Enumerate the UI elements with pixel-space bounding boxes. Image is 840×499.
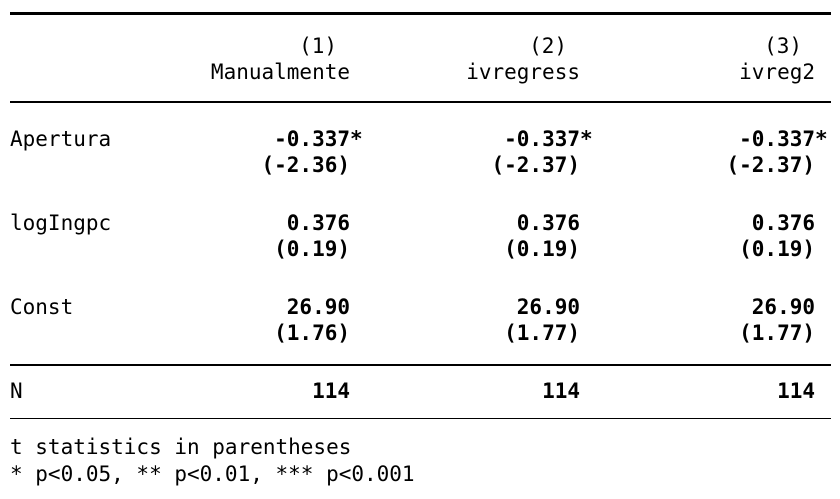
column-title: ivregress xyxy=(350,59,580,103)
coefficient-value: 0.376 xyxy=(751,211,815,235)
column-title: Manualmente xyxy=(160,59,350,103)
table-note: * p<0.05, ** p<0.01, *** p<0.001 xyxy=(10,462,415,486)
stat-label: N xyxy=(10,364,160,419)
coefficient-value: 26.90 xyxy=(516,295,580,319)
column-number: (2) xyxy=(350,12,580,59)
significance-star: * xyxy=(815,127,828,151)
variable-name: Const xyxy=(10,295,74,319)
table-row: Apertura -0.337* -0.337* -0.337* xyxy=(10,102,831,152)
header-corner xyxy=(10,12,160,59)
column-title: ivreg2 xyxy=(580,59,815,103)
table-note: t statistics in parentheses xyxy=(10,435,352,459)
coefficient-value: -0.337 xyxy=(274,127,350,151)
t-statistic: (0.19) xyxy=(504,237,580,261)
table-sheet: (1) (2) (3) Manualmente ivregress ivreg2… xyxy=(10,12,831,488)
t-statistic: (-2.36) xyxy=(261,153,350,177)
table-row: logIngpc 0.376 0.376 0.376 xyxy=(10,210,831,236)
table-notes: t statistics in parentheses * p<0.05, **… xyxy=(10,434,831,488)
table-row-tstat: (0.19) (0.19) (0.19) xyxy=(10,236,831,262)
t-statistic: (-2.37) xyxy=(726,153,815,177)
significance-star: * xyxy=(350,127,363,151)
stat-value: 114 xyxy=(160,364,350,419)
column-number: (3) xyxy=(580,12,815,59)
column-number: (1) xyxy=(160,12,350,59)
coefficient-value: 0.376 xyxy=(516,211,580,235)
coefficient-value: 26.90 xyxy=(286,295,350,319)
t-statistic: (-2.37) xyxy=(491,153,580,177)
t-statistic: (0.19) xyxy=(739,237,815,261)
significance-star: * xyxy=(580,127,593,151)
header-row-titles: Manualmente ivregress ivreg2 xyxy=(10,59,831,103)
t-statistic: (0.19) xyxy=(274,237,350,261)
row-spacer xyxy=(10,262,831,294)
t-statistic: (1.77) xyxy=(504,321,580,345)
table-row-tstat: (-2.36) (-2.37) (-2.37) xyxy=(10,152,831,178)
coefficient-value: -0.337 xyxy=(504,127,580,151)
variable-name: logIngpc xyxy=(10,211,112,235)
stat-value: 114 xyxy=(350,364,580,419)
table-row-tstat: (1.76) (1.77) (1.77) xyxy=(10,320,831,365)
t-statistic: (1.76) xyxy=(274,321,350,345)
coefficient-value: 26.90 xyxy=(751,295,815,319)
stats-row: N 114 114 114 xyxy=(10,364,831,419)
row-spacer xyxy=(10,178,831,210)
coefficient-value: -0.337 xyxy=(739,127,815,151)
t-statistic: (1.77) xyxy=(739,321,815,345)
regression-table: (1) (2) (3) Manualmente ivregress ivreg2… xyxy=(10,12,831,419)
header-row-numbers: (1) (2) (3) xyxy=(10,12,831,59)
variable-name: Apertura xyxy=(10,127,112,151)
stat-value: 114 xyxy=(580,364,815,419)
coefficient-value: 0.376 xyxy=(286,211,350,235)
table-row: Const 26.90 26.90 26.90 xyxy=(10,294,831,320)
